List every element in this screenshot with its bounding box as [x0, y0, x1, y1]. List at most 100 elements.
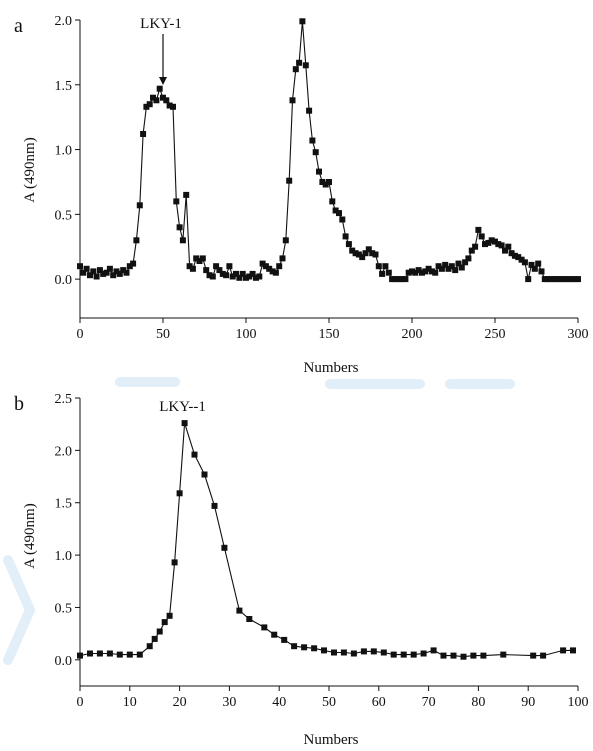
data-point — [281, 636, 288, 643]
data-point — [420, 650, 427, 657]
data-point — [332, 207, 339, 214]
data-point — [362, 250, 369, 257]
data-point — [271, 631, 278, 638]
data-point — [279, 255, 286, 262]
data-point — [209, 273, 216, 280]
data-point — [350, 650, 357, 657]
data-point — [390, 651, 397, 658]
data-point — [219, 270, 226, 277]
data-point — [340, 649, 347, 656]
data-point — [455, 260, 462, 267]
data-point — [106, 265, 113, 272]
data-point — [113, 268, 120, 275]
data-point — [176, 490, 183, 497]
data-point — [170, 103, 176, 110]
y-tick-label: 0.5 — [55, 601, 73, 616]
data-point — [329, 198, 336, 205]
x-tick-label: 20 — [173, 695, 187, 710]
data-point — [551, 276, 558, 283]
data-point — [90, 268, 97, 275]
x-axis-title-b: Numbers — [304, 732, 359, 748]
data-point — [492, 238, 498, 245]
data-point — [440, 652, 447, 659]
data-point — [201, 471, 208, 478]
series-line — [79, 21, 578, 280]
data-point — [478, 233, 485, 240]
peak-annotation-b: LKY--1 — [159, 399, 206, 415]
data-point — [389, 276, 396, 283]
x-tick-label: 100 — [568, 695, 589, 710]
data-point — [299, 18, 306, 25]
data-point — [395, 276, 402, 283]
data-point — [216, 267, 223, 274]
data-point — [136, 202, 143, 209]
data-point — [246, 273, 253, 280]
data-point — [193, 255, 200, 262]
y-tick-label: 1.5 — [55, 79, 73, 94]
data-point — [199, 255, 206, 262]
data-point — [359, 254, 366, 261]
x-tick-label: 50 — [322, 695, 336, 710]
y-tick-label: 1.0 — [55, 549, 73, 564]
data-point — [322, 181, 329, 188]
data-point — [143, 103, 150, 110]
data-point — [525, 276, 532, 283]
data-point — [221, 544, 228, 551]
peak-annotation-a: LKY-1 — [140, 16, 182, 32]
data-point — [160, 94, 166, 101]
x-tick-label: 30 — [222, 695, 236, 710]
data-point — [345, 241, 352, 248]
data-point — [272, 269, 279, 276]
data-point — [150, 94, 156, 101]
data-point — [316, 168, 322, 175]
x-tick-label: 70 — [422, 695, 436, 710]
data-point — [339, 216, 346, 223]
data-point — [331, 649, 337, 656]
x-tick-label: 10 — [123, 695, 137, 710]
y-tick-label: 0.5 — [55, 208, 73, 223]
data-point — [171, 559, 178, 566]
data-point — [470, 652, 477, 659]
x-tick-label: 40 — [272, 695, 286, 710]
x-tick-label: 250 — [485, 327, 506, 342]
data-point — [136, 651, 143, 658]
data-point — [540, 652, 547, 659]
data-point — [292, 66, 299, 73]
data-point — [382, 263, 389, 270]
data-point — [531, 265, 538, 272]
data-point — [311, 645, 318, 652]
x-axis-b: 0 10 20 30 40 50 60 70 80 90 100 — [77, 685, 589, 710]
data-point — [571, 276, 578, 283]
data-point — [521, 259, 528, 266]
data-point — [458, 264, 465, 271]
data-point — [530, 652, 537, 659]
data-point — [116, 651, 123, 658]
data-point — [515, 254, 522, 261]
data-point — [156, 85, 163, 92]
data-point — [96, 267, 103, 274]
x-axis-title-a: Numbers — [304, 360, 359, 376]
data-point — [402, 276, 409, 283]
data-point — [570, 647, 576, 654]
data-point — [428, 268, 435, 275]
data-point — [475, 226, 482, 233]
data-point — [379, 270, 386, 277]
data-point — [116, 270, 123, 277]
data-point — [370, 648, 377, 655]
data-point — [181, 420, 188, 427]
y-axis-title-b: A (490nm) — [22, 503, 38, 568]
data-point — [239, 270, 246, 277]
data-point — [488, 237, 495, 244]
data-point — [211, 502, 218, 509]
data-point — [262, 263, 269, 270]
data-point — [213, 263, 220, 270]
data-point — [452, 267, 459, 274]
y-tick-label: 0.0 — [55, 273, 73, 288]
data-point — [269, 268, 276, 275]
data-point — [369, 250, 376, 257]
data-point — [560, 647, 567, 654]
data-point — [538, 268, 545, 275]
data-point — [130, 260, 137, 267]
data-point — [106, 650, 113, 657]
data-point — [243, 274, 249, 281]
